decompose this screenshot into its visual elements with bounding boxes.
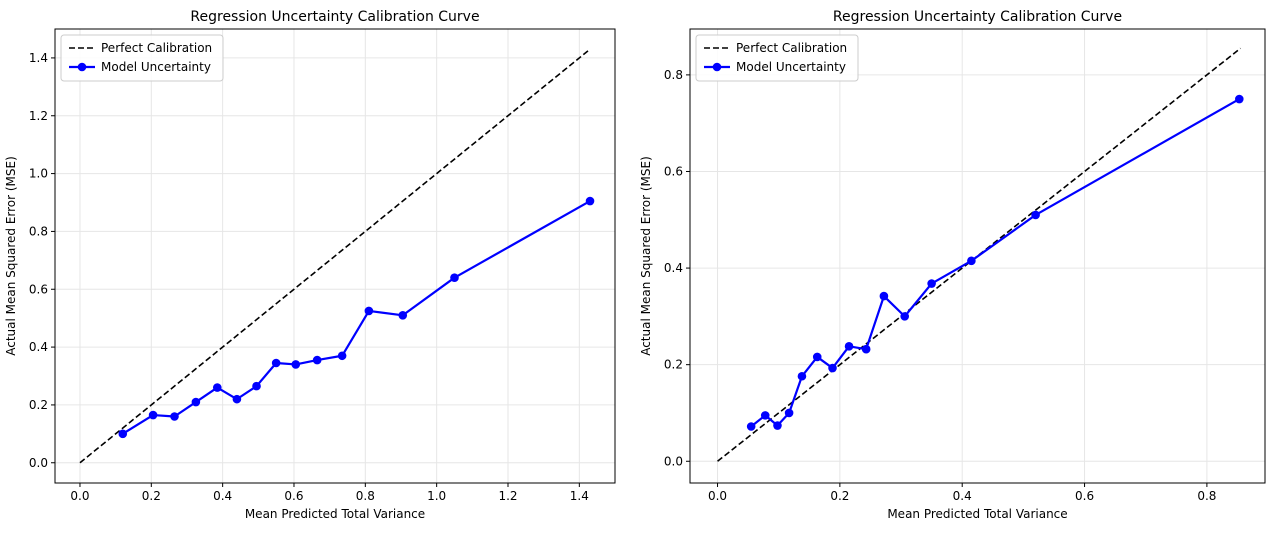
data-point: [118, 429, 128, 439]
x-tick-label: 1.4: [570, 489, 589, 503]
data-point: [967, 256, 976, 266]
y-tick-label: 1.4: [29, 51, 48, 65]
data-point: [191, 397, 201, 407]
y-tick-label: 0.4: [664, 261, 683, 275]
chart-title: Regression Uncertainty Calibration Curve: [190, 9, 479, 25]
x-tick-label: 0.0: [708, 489, 727, 503]
y-tick-label: 0.2: [664, 358, 683, 372]
x-tick-label: 0.2: [142, 489, 161, 503]
legend: Perfect Calibration Model Uncertainty: [695, 34, 859, 82]
data-point: [900, 312, 910, 321]
legend-box: [695, 34, 859, 82]
y-axis-label: Actual Mean Squared Error (MSE): [4, 156, 18, 356]
plot-frame: [689, 28, 1266, 484]
data-point: [450, 273, 459, 282]
data-point: [170, 412, 179, 421]
x-tick-label: 0.4: [213, 489, 232, 503]
y-tick-label: 0.6: [664, 164, 683, 178]
y-tick-label: 0.0: [664, 454, 683, 468]
y-tick-label: 0.8: [664, 68, 683, 82]
y-tick-label: 1.0: [29, 167, 48, 181]
legend-label: Perfect Calibration: [736, 41, 847, 55]
chart-panel-2: 0.0 0.2 0.4 0.6 0.8 0.0 0.2 0.4 0.6 0.8 Regression…: [639, 9, 1266, 521]
y-tick-label: 1.2: [29, 109, 48, 123]
legend-label: Model Uncertainty: [101, 60, 211, 74]
x-tick-label: 0.4: [953, 489, 972, 503]
chart-panel-1: 0.0 0.2 0.4 0.6 0.8 1.0 1.2 1.4 0.0 0.2 0.4 0.6 0.8 1…: [4, 9, 616, 521]
legend-marker: [77, 62, 87, 72]
legend-label: Model Uncertainty: [736, 60, 846, 74]
y-tick-label: 0.8: [29, 224, 48, 238]
data-point: [844, 342, 854, 351]
data-point: [291, 360, 301, 369]
data-point: [148, 410, 158, 420]
y-tick-label: 0.6: [29, 282, 48, 296]
data-point: [927, 279, 936, 288]
y-tick-label: 0.2: [29, 398, 48, 412]
data-point: [746, 422, 756, 431]
data-point: [773, 421, 782, 430]
data-point: [784, 408, 794, 418]
series-line-perfect-calibration: [79, 48, 591, 464]
data-point: [232, 394, 242, 404]
x-tick-label: 0.2: [830, 489, 849, 503]
data-point: [337, 351, 347, 361]
data-point: [879, 291, 889, 301]
plot-frame: [54, 28, 616, 484]
x-tick-label: 1.0: [427, 489, 446, 503]
x-tick-label: 1.2: [498, 489, 517, 503]
data-point: [861, 344, 871, 354]
legend-box: [60, 34, 224, 82]
data-point: [812, 352, 822, 362]
x-tick-label: 0.0: [70, 489, 89, 503]
y-tick-label: 0.4: [29, 340, 48, 354]
data-point: [212, 383, 222, 392]
x-axis-label: Mean Predicted Total Variance: [245, 507, 425, 521]
x-axis-label: Mean Predicted Total Variance: [887, 507, 1067, 521]
x-tick-label: 0.6: [284, 489, 303, 503]
data-point: [271, 358, 281, 368]
data-point: [828, 363, 837, 373]
data-point: [1235, 94, 1244, 104]
data-point: [252, 381, 261, 391]
y-tick-label: 0.0: [29, 456, 48, 470]
legend-marker: [712, 62, 722, 72]
data-point: [1031, 210, 1040, 220]
chart-title: Regression Uncertainty Calibration Curve: [833, 9, 1122, 25]
data-point: [312, 355, 322, 365]
data-point: [585, 196, 595, 206]
data-point: [797, 371, 807, 381]
series-line-model-uncertainty: [122, 200, 591, 435]
data-point: [364, 306, 374, 316]
y-axis-label: Actual Mean Squared Error (MSE): [639, 156, 653, 356]
legend: Perfect Calibration Model Uncertainty: [60, 34, 224, 82]
x-tick-label: 0.8: [356, 489, 375, 503]
data-point: [760, 411, 770, 420]
x-tick-label: 0.8: [1197, 489, 1216, 503]
x-tick-label: 0.6: [1075, 489, 1094, 503]
data-point: [398, 310, 408, 320]
legend-label: Perfect Calibration: [101, 41, 212, 55]
